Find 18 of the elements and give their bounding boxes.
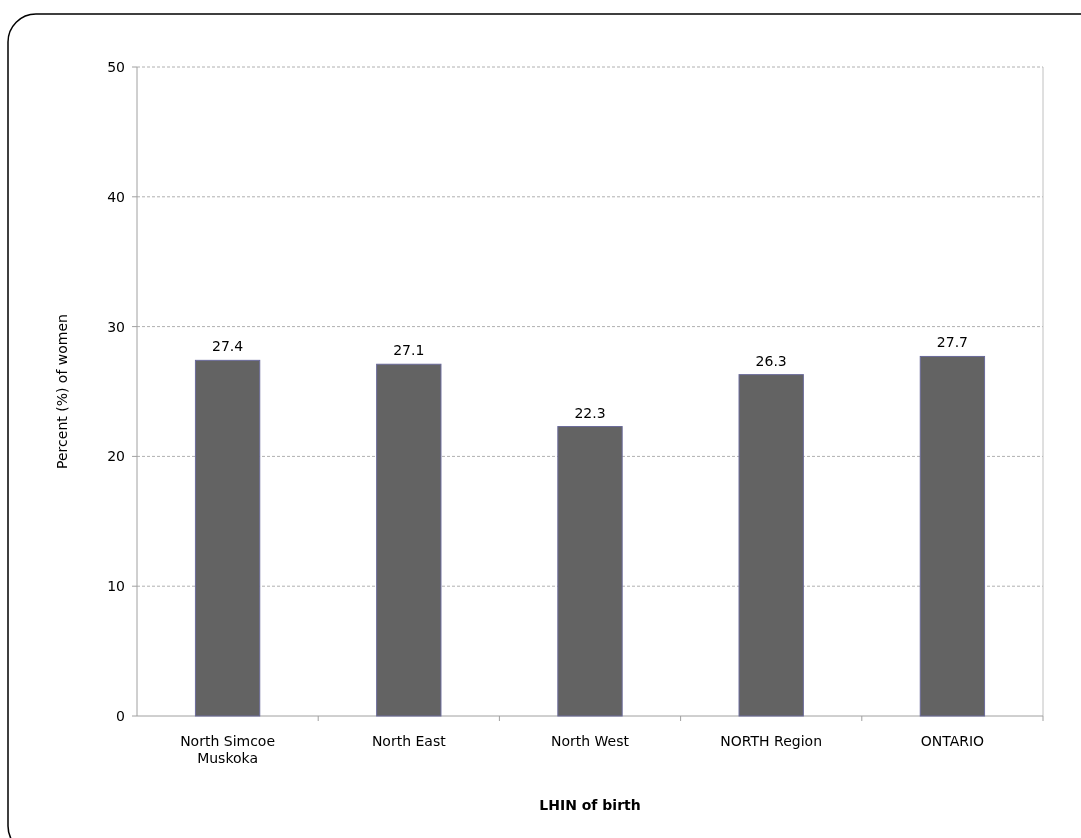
- y-tick-label: 20: [107, 448, 125, 465]
- y-tick-label: 30: [107, 318, 125, 335]
- y-tick-label: 50: [107, 58, 125, 75]
- x-tick-label: North East: [371, 733, 447, 749]
- data-label: 27.7: [936, 334, 968, 351]
- x-tick-label: North Simcoe Muskoka: [180, 733, 276, 766]
- x-tick-label: North West: [550, 733, 630, 749]
- data-label: 22.3: [574, 404, 606, 421]
- y-tick-label: 10: [107, 578, 125, 595]
- y-tick-label: 0: [116, 707, 125, 724]
- x-tick-label: ONTARIO: [920, 733, 985, 749]
- y-axis-title: Percent (%) of women: [54, 314, 70, 469]
- y-tick-label: 40: [107, 188, 125, 205]
- data-label: 26.3: [755, 352, 787, 369]
- x-tick-label: NORTH Region: [720, 733, 823, 749]
- data-label: 27.1: [393, 342, 425, 359]
- data-label: 27.4: [212, 338, 244, 355]
- x-axis-title: LHIN of birth: [539, 797, 641, 813]
